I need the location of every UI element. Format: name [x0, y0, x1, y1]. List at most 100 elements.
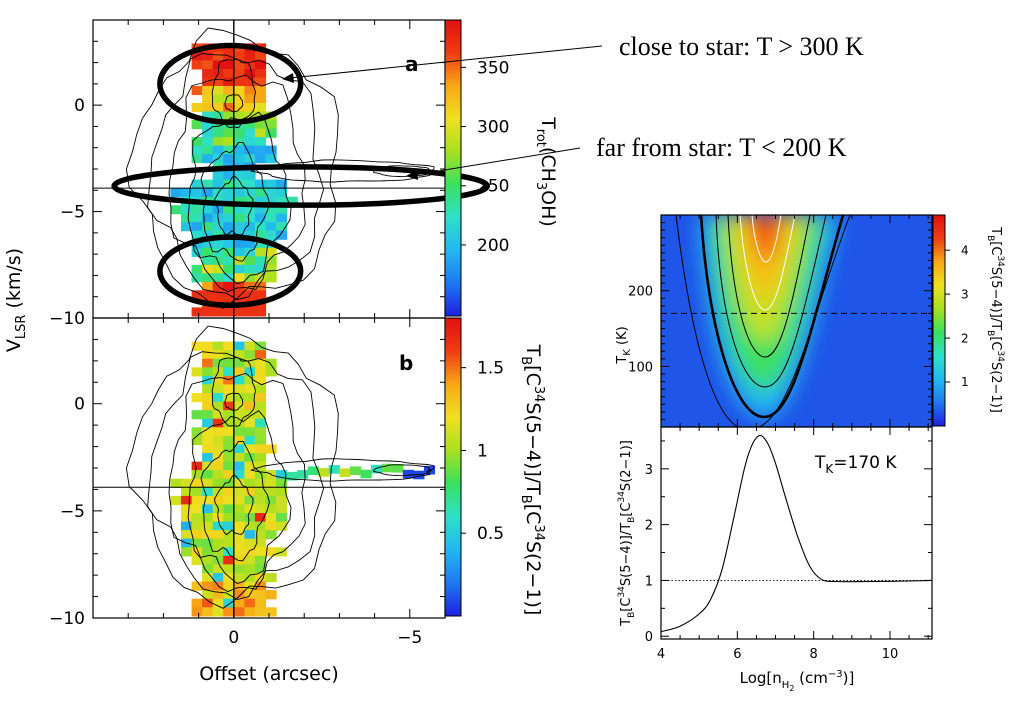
heatmap-cell — [223, 495, 235, 506]
heatmap-cell — [244, 461, 256, 471]
panel-c-ylabel: TK (K) — [615, 326, 633, 364]
heatmap-cell — [212, 538, 224, 548]
heatmap-cell — [233, 128, 245, 138]
heatmap-cell — [233, 504, 245, 514]
heatmap-cell — [191, 213, 203, 223]
panel-c-contour-4 — [739, 215, 796, 311]
heatmap-cell — [191, 120, 203, 130]
heatmap-cell — [265, 213, 277, 223]
heatmap-cell — [223, 461, 235, 471]
heatmap-cell — [223, 69, 235, 79]
heatmap-cell — [233, 51, 245, 61]
heatmap-cell — [191, 521, 203, 531]
heatmap-cell — [254, 487, 267, 497]
heatmap-cell — [212, 137, 224, 147]
heatmap-cell — [233, 264, 245, 274]
heatmap-cell — [254, 358, 267, 368]
heatmap-cell — [223, 607, 235, 617]
heatmap-cell — [233, 590, 245, 600]
panel-b-label: b — [399, 351, 413, 375]
heatmap-cell — [265, 478, 277, 488]
heatmap-cell — [223, 60, 235, 70]
heatmap-cell — [233, 341, 245, 351]
panel-c-color-layers — [700, 215, 840, 418]
heatmap-cell — [244, 410, 256, 420]
heatmap-cell — [202, 222, 214, 232]
heatmap-cell — [223, 375, 235, 386]
colorbar-c-bar — [932, 214, 946, 427]
y-tick-label: −5 — [60, 203, 85, 223]
heatmap-cell — [202, 179, 214, 189]
panel-d-annotation: TK=170 K — [814, 453, 897, 476]
heatmap-cell — [212, 564, 224, 574]
heatmap-cell — [202, 350, 214, 360]
heatmap-cell — [254, 513, 267, 523]
heatmap-cell — [202, 521, 214, 531]
heatmap-cell — [265, 487, 277, 497]
heatmap-cell — [265, 495, 277, 506]
x-tick-label: 0 — [228, 628, 239, 648]
heatmap-cell — [254, 453, 267, 463]
heatmap-cell — [202, 444, 214, 454]
heatmap-cell — [202, 435, 214, 446]
contour-line — [168, 372, 306, 593]
heatmap-cell — [276, 504, 288, 514]
heatmap-cell — [265, 573, 277, 583]
heatmap-cell — [254, 213, 267, 223]
heatmap-cell — [276, 513, 288, 523]
heatmap-cell — [191, 145, 203, 155]
heatmap-cell — [254, 418, 267, 428]
heatmap-cell — [233, 495, 245, 506]
heatmap-cell — [254, 264, 267, 274]
heatmap-cell — [265, 444, 277, 454]
heatmap-cell — [265, 222, 277, 232]
y-tick-label: −10 — [49, 609, 85, 629]
heatmap-cell — [265, 530, 277, 540]
panel-c-ticks: 100 200 — [628, 214, 932, 427]
heatmap-cell — [212, 555, 224, 566]
heatmap-cell — [297, 470, 309, 479]
heatmap-cell — [223, 418, 235, 428]
heatmap-cell — [212, 358, 224, 368]
heatmap-cell — [202, 375, 214, 386]
heatmap-cell — [223, 171, 235, 181]
heatmap-cell — [233, 367, 245, 377]
heatmap-cell — [244, 111, 256, 121]
heatmap-cell — [265, 120, 277, 130]
heatmap-cell — [223, 530, 235, 540]
heatmap-cell — [202, 547, 214, 557]
heatmap-cell — [318, 468, 330, 477]
heatmap-cell — [233, 281, 245, 291]
heatmap-cell — [223, 598, 235, 608]
heatmap-cell — [244, 145, 256, 155]
heatmap-cell — [286, 471, 298, 481]
heatmap-cell — [181, 530, 193, 540]
heatmap-cell — [254, 51, 267, 61]
heatmap-cell — [254, 188, 267, 198]
heatmap-cell — [244, 307, 256, 317]
heatmap-cell — [191, 51, 203, 61]
heatmap-cell — [233, 513, 245, 523]
heatmap-cell — [244, 341, 256, 351]
colorbar-tick-label: 300 — [477, 118, 509, 138]
heatmap-cell — [244, 521, 256, 531]
heatmap-cell — [254, 538, 267, 548]
heatmap-cell — [233, 375, 245, 386]
heatmap-cell — [191, 393, 203, 403]
heatmap-cell — [191, 461, 203, 471]
heatmap-cell — [223, 564, 235, 574]
heatmap-cell — [191, 427, 203, 437]
heatmap-cell — [212, 171, 224, 181]
panel-c-contour-3 — [727, 215, 811, 358]
heatmap-cell — [307, 466, 319, 475]
heatmap-cell — [202, 239, 214, 249]
heatmap-cell — [254, 145, 267, 155]
heatmap-cell — [254, 307, 267, 317]
heatmap-cell — [254, 564, 267, 574]
contour-line — [125, 325, 339, 609]
heatmap-cell — [191, 513, 203, 523]
heatmap-cell — [244, 188, 256, 198]
heatmap-cell — [233, 453, 245, 463]
y-tick-label: 2 — [645, 519, 653, 534]
heatmap-cell — [244, 478, 256, 488]
